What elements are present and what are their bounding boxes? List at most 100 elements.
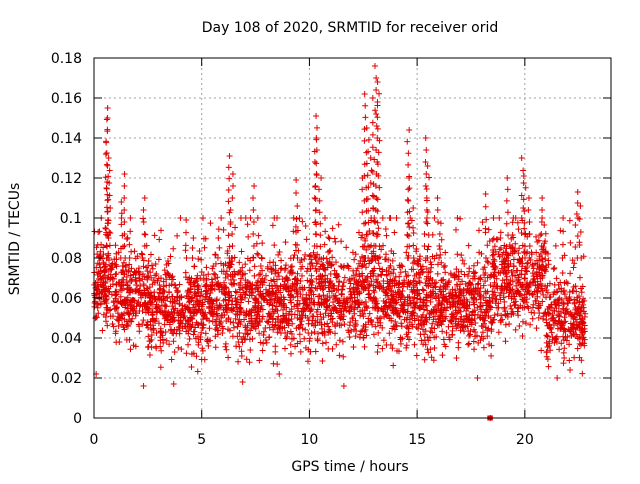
data-point [226, 175, 233, 182]
data-point [209, 303, 216, 310]
data-point [186, 336, 193, 343]
data-point [244, 221, 251, 228]
data-point [399, 335, 406, 342]
data-point [174, 294, 181, 301]
data-point [104, 179, 111, 185]
data-point [484, 308, 491, 315]
data-point [323, 304, 330, 311]
data-point [539, 298, 546, 305]
data-point [254, 315, 261, 322]
data-point [152, 261, 159, 268]
data-point [436, 231, 443, 237]
data-point [276, 248, 283, 255]
x-tick-label: 0 [90, 432, 99, 448]
data-point [333, 341, 340, 348]
data-point [427, 328, 434, 335]
data-point [293, 190, 300, 196]
data-point [521, 225, 528, 232]
data-point [532, 298, 539, 305]
data-point [193, 353, 200, 360]
data-point [104, 162, 111, 169]
data-point [416, 303, 423, 310]
data-point [369, 268, 376, 275]
data-point [216, 244, 223, 251]
data-point [398, 320, 405, 327]
data-point [491, 279, 498, 286]
data-point [147, 269, 154, 276]
x-tick-label: 10 [301, 432, 319, 448]
data-point [533, 233, 540, 240]
data-point [328, 287, 335, 294]
data-point [434, 207, 441, 213]
data-point [247, 327, 254, 334]
data-point [429, 277, 436, 284]
data-point [503, 197, 510, 204]
data-point [99, 327, 106, 334]
data-point [424, 307, 431, 314]
data-point [556, 317, 563, 324]
data-point [505, 267, 512, 274]
data-point [439, 352, 446, 359]
data-point [104, 322, 111, 329]
data-point [278, 257, 285, 264]
data-point [246, 318, 253, 325]
data-point [234, 301, 241, 308]
data-point [400, 308, 407, 315]
data-point [490, 263, 497, 270]
data-point [209, 279, 216, 286]
data-point [287, 341, 294, 348]
data-point [497, 235, 504, 242]
data-point [115, 323, 122, 330]
data-point [233, 298, 240, 305]
data-point [519, 263, 526, 270]
data-point [396, 279, 403, 286]
data-point [368, 258, 375, 265]
data-point [581, 322, 588, 329]
data-point [271, 215, 278, 221]
data-point [429, 320, 436, 327]
data-point [473, 296, 480, 303]
data-point [366, 228, 373, 235]
data-point [323, 255, 330, 262]
data-point [340, 279, 347, 286]
data-point [405, 255, 412, 261]
data-point [117, 293, 124, 300]
data-point [534, 278, 541, 285]
data-point [259, 240, 266, 247]
data-point [423, 302, 430, 309]
data-point [236, 286, 243, 293]
data-point [95, 229, 102, 235]
data-point [301, 255, 308, 262]
data-point [453, 354, 460, 361]
data-point [285, 288, 292, 295]
data-point [176, 281, 183, 288]
data-point [500, 294, 507, 301]
data-point [208, 310, 215, 317]
data-point [218, 288, 225, 295]
data-point [362, 114, 369, 121]
data-point [482, 290, 489, 297]
data-point [324, 293, 331, 300]
data-point [539, 258, 546, 265]
data-point [380, 337, 387, 344]
data-point [338, 311, 345, 318]
data-point [496, 292, 503, 299]
data-point [373, 87, 380, 93]
data-point [254, 284, 261, 291]
data-point [278, 265, 285, 272]
data-point [320, 255, 327, 261]
data-point [296, 316, 303, 323]
data-point [208, 276, 215, 283]
data-point [316, 197, 323, 204]
data-point [572, 244, 579, 250]
data-point [253, 282, 260, 289]
data-point [263, 339, 270, 346]
data-point [158, 329, 165, 336]
data-point [218, 215, 225, 221]
data-point [521, 294, 528, 301]
data-point [477, 303, 484, 310]
data-point [567, 270, 574, 277]
data-point [145, 257, 152, 264]
data-point [132, 277, 139, 284]
data-point [369, 119, 376, 126]
